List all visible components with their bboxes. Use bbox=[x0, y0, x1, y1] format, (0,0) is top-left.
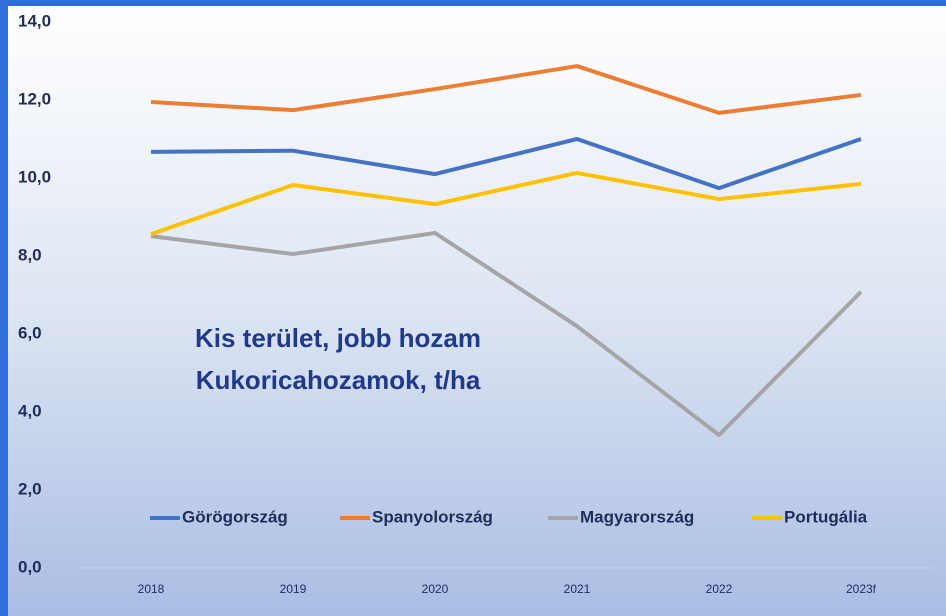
series-line bbox=[150, 64, 862, 115]
series-line bbox=[150, 137, 862, 191]
legend-label: Magyarország bbox=[580, 507, 694, 526]
y-tick-label: 0,0 bbox=[18, 557, 42, 576]
x-tick-label: 2022 bbox=[706, 582, 733, 596]
y-tick-label: 8,0 bbox=[18, 245, 42, 264]
y-tick-label: 2,0 bbox=[18, 479, 42, 498]
y-tick-label: 12,0 bbox=[18, 89, 51, 108]
background bbox=[8, 6, 946, 616]
series-line bbox=[150, 170, 862, 237]
y-tick-label: 4,0 bbox=[18, 401, 42, 420]
x-tick-label: 2023f bbox=[846, 582, 877, 596]
chart-subtitle: Kukoricahozamok, t/ha bbox=[196, 365, 481, 395]
x-tick-label: 2020 bbox=[422, 582, 449, 596]
y-tick-label: 14,0 bbox=[18, 11, 51, 30]
x-tick-label: 2018 bbox=[138, 582, 165, 596]
legend-label: Spanyolország bbox=[372, 507, 493, 526]
y-tick-label: 10,0 bbox=[18, 167, 51, 186]
x-tick-label: 2021 bbox=[564, 582, 591, 596]
y-tick-label: 6,0 bbox=[18, 323, 42, 342]
series-line bbox=[150, 230, 863, 438]
legend-label: Portugália bbox=[784, 507, 868, 526]
legend-label: Görögország bbox=[182, 507, 288, 526]
x-tick-label: 2019 bbox=[280, 582, 307, 596]
chart-title: Kis terület, jobb hozam bbox=[195, 323, 481, 353]
